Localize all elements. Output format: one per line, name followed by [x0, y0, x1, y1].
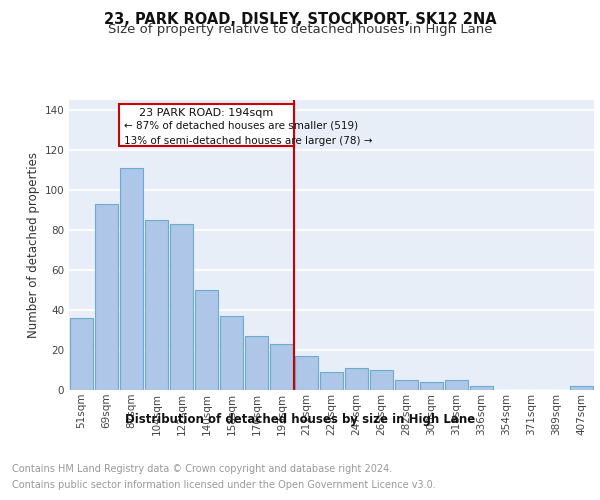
- Bar: [194, 290, 218, 390]
- Bar: [70, 318, 94, 390]
- Bar: [295, 356, 319, 390]
- Bar: [269, 344, 293, 390]
- Text: Contains public sector information licensed under the Open Government Licence v3: Contains public sector information licen…: [12, 480, 436, 490]
- Text: 23 PARK ROAD: 194sqm: 23 PARK ROAD: 194sqm: [139, 108, 274, 118]
- Text: Size of property relative to detached houses in High Lane: Size of property relative to detached ho…: [108, 22, 492, 36]
- FancyBboxPatch shape: [119, 104, 294, 146]
- Text: Distribution of detached houses by size in High Lane: Distribution of detached houses by size …: [125, 412, 475, 426]
- Bar: [395, 380, 418, 390]
- Text: Contains HM Land Registry data © Crown copyright and database right 2024.: Contains HM Land Registry data © Crown c…: [12, 464, 392, 474]
- Bar: [445, 380, 469, 390]
- Text: 23, PARK ROAD, DISLEY, STOCKPORT, SK12 2NA: 23, PARK ROAD, DISLEY, STOCKPORT, SK12 2…: [104, 12, 496, 28]
- Bar: [370, 370, 394, 390]
- Bar: [145, 220, 169, 390]
- Bar: [119, 168, 143, 390]
- Text: ← 87% of detached houses are smaller (519): ← 87% of detached houses are smaller (51…: [124, 121, 358, 131]
- Bar: [95, 204, 118, 390]
- Bar: [245, 336, 268, 390]
- Bar: [170, 224, 193, 390]
- Bar: [569, 386, 593, 390]
- Bar: [470, 386, 493, 390]
- Text: 13% of semi-detached houses are larger (78) →: 13% of semi-detached houses are larger (…: [124, 136, 373, 145]
- Bar: [320, 372, 343, 390]
- Bar: [419, 382, 443, 390]
- Bar: [344, 368, 368, 390]
- Y-axis label: Number of detached properties: Number of detached properties: [27, 152, 40, 338]
- Bar: [220, 316, 244, 390]
